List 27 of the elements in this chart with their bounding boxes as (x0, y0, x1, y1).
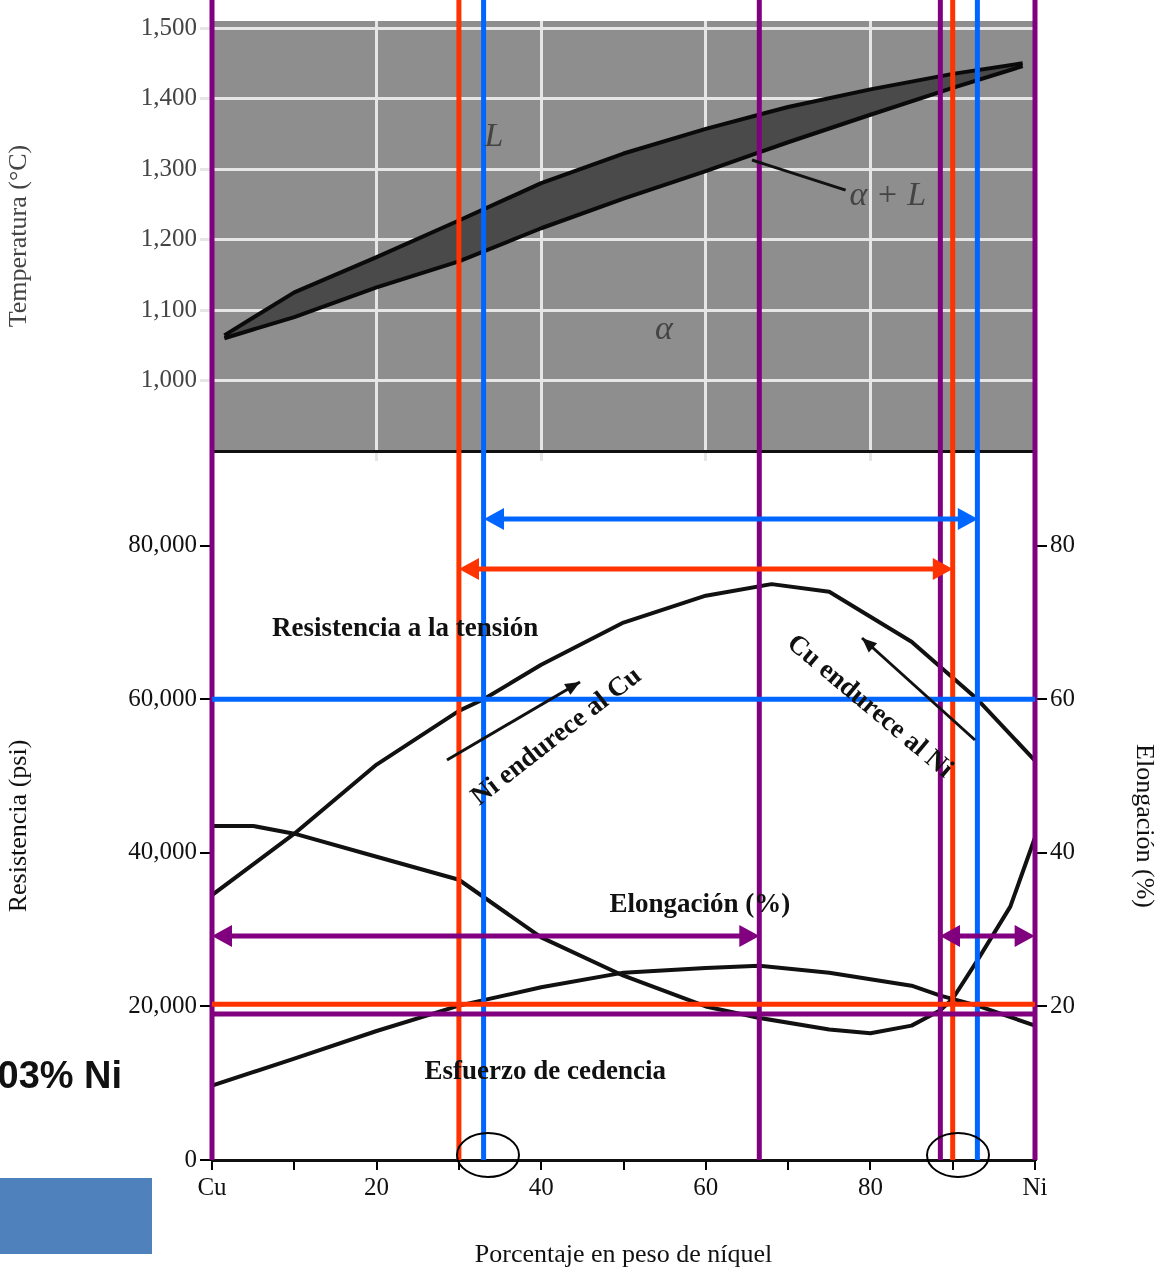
y-tick-label: 0 (184, 1144, 197, 1172)
x-axis-title: Porcentaje en peso de níquel (474, 1239, 773, 1269)
y2-tick-label: 40 (1050, 837, 1075, 865)
x-tick-label: Cu (197, 1172, 228, 1200)
y-axis-title: Temperatura (°C) (3, 144, 33, 328)
x-tick-label: Ni (1022, 1172, 1048, 1200)
y2-axis-title: Elongación (%) (1130, 744, 1160, 908)
y-tick-label: 20,000 (128, 991, 197, 1018)
y-tick-label: 1,000 (140, 365, 197, 393)
y-tick-label: 1,100 (140, 294, 197, 322)
y2-tick-label: 20 (1050, 991, 1075, 1018)
y2-tick-label: 60 (1050, 683, 1075, 711)
x-tick-label: 80 (857, 1172, 883, 1200)
y-axis-title: Resistencia (psi) (3, 739, 33, 913)
annotation: α + L (849, 175, 927, 213)
x-tick-label: 20 (364, 1172, 390, 1200)
y-tick-label: 80,000 (128, 530, 197, 558)
y2-tick-label: 80 (1050, 530, 1075, 558)
y-tick-label: 1,200 (140, 224, 197, 252)
y-tick-label: 1,400 (140, 83, 197, 111)
y-tick-label: 1,500 (140, 12, 197, 40)
x-tick-label: 60 (693, 1172, 719, 1200)
x-tick-label: 40 (528, 1172, 554, 1200)
y-tick-label: 1,300 (140, 153, 197, 181)
y-tick-label: 60,000 (128, 683, 197, 711)
y-tick-label: 40,000 (128, 837, 197, 865)
annotation: α (655, 309, 673, 347)
